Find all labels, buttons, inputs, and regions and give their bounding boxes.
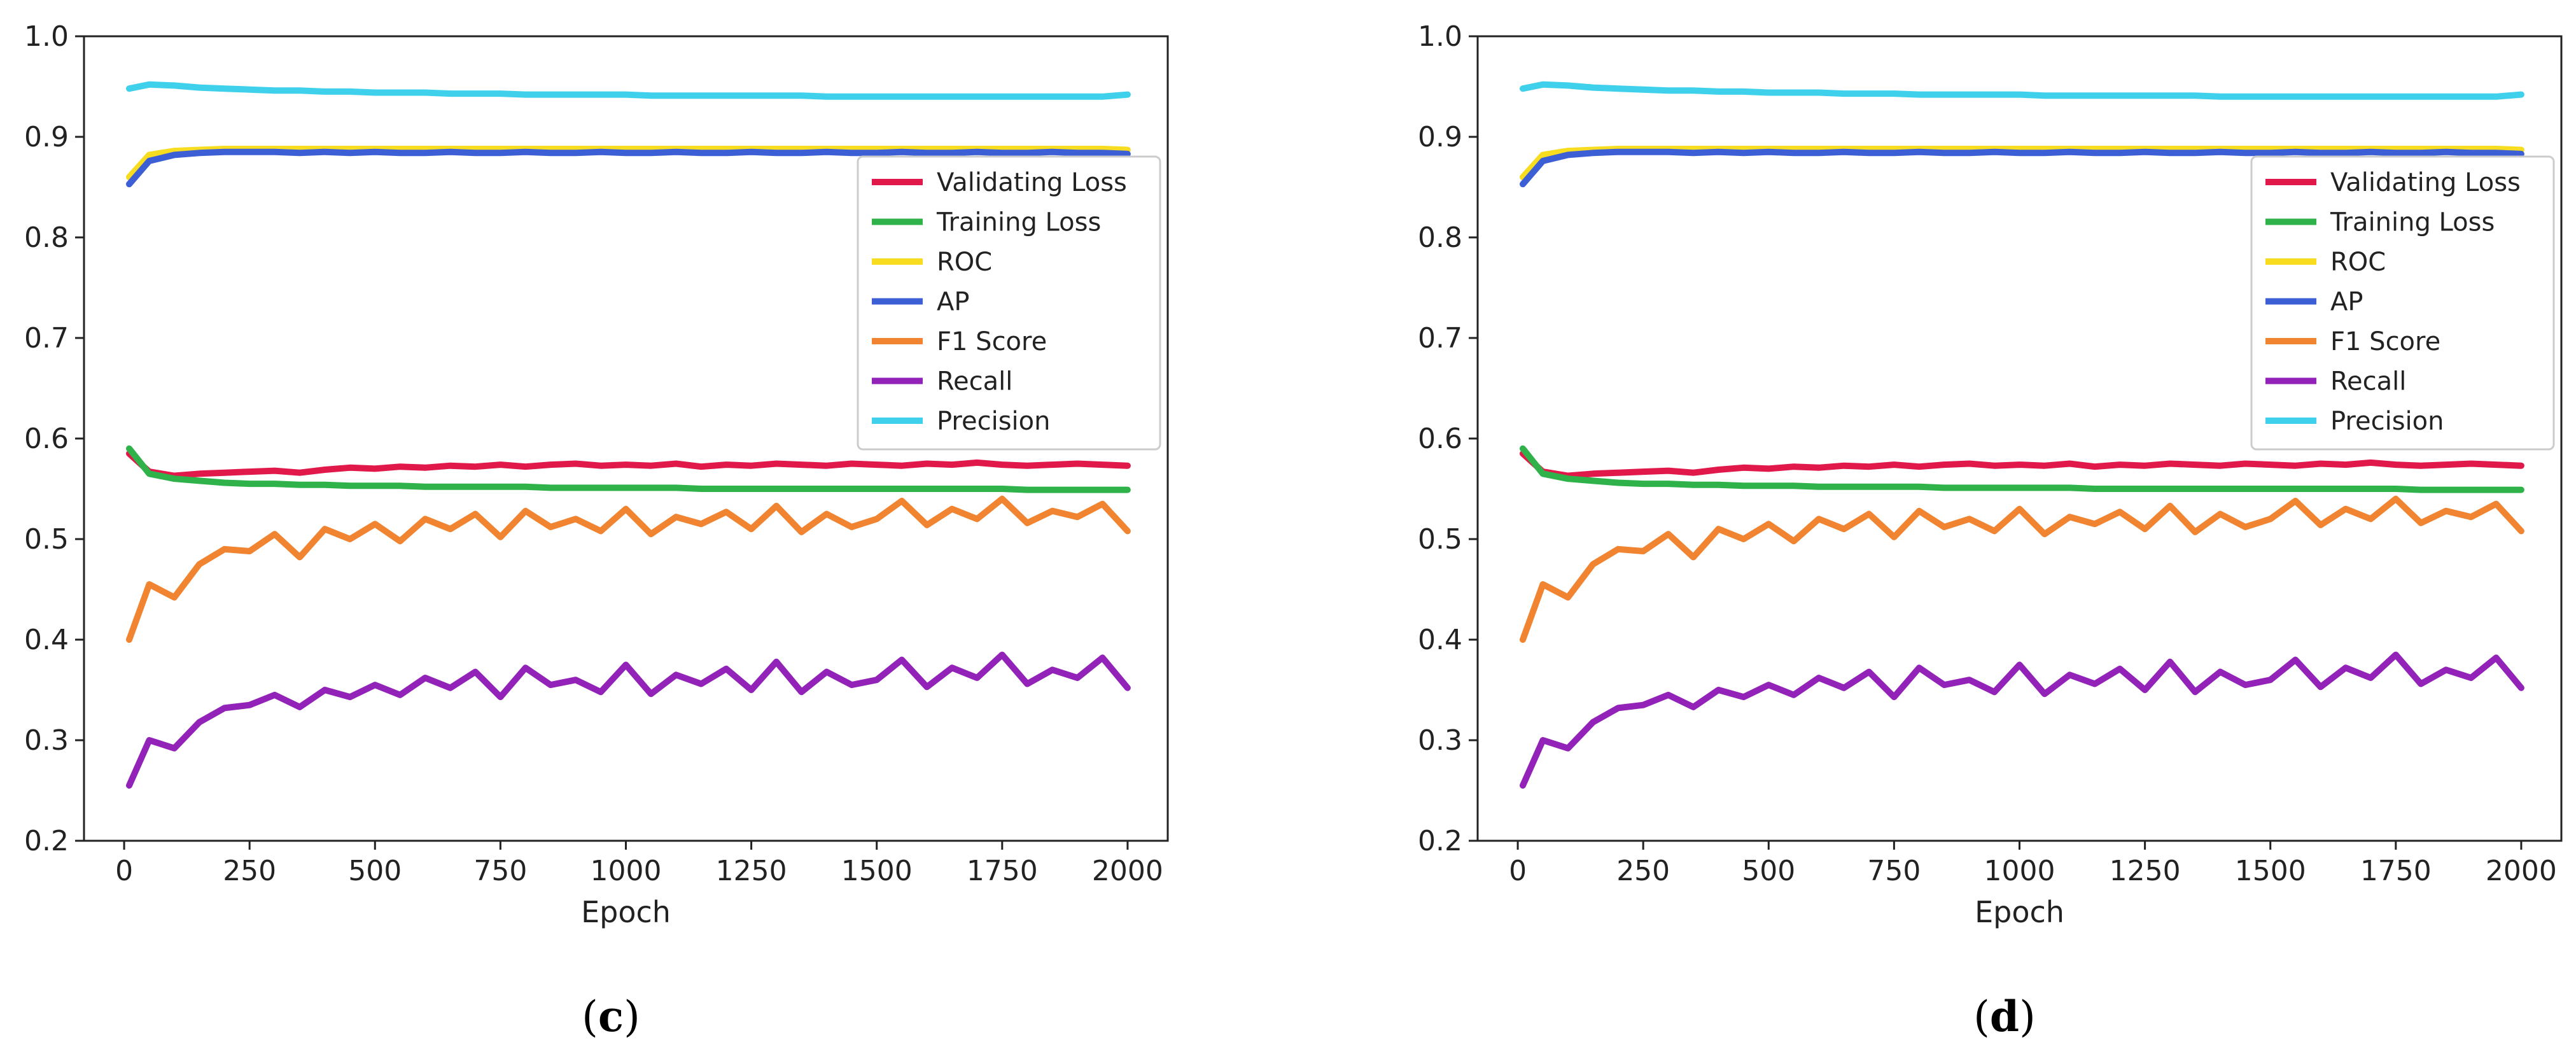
- legend-entry-label: F1 Score: [937, 327, 1047, 356]
- y-tick-label: 0.9: [1418, 121, 1462, 153]
- series-line-roc: [1520, 146, 2524, 181]
- chart-panel-c: 0 250 500 750 1000 1250 1500 1750 2000 0.2 0.3 0.4 0…: [24, 20, 1169, 1041]
- legend-box: [2250, 155, 2555, 451]
- y-tick-label: 0.3: [24, 724, 69, 757]
- legend-entry-label: Precision: [2330, 407, 2444, 436]
- series-line-validating-loss: [126, 450, 1131, 479]
- legend-entry-label: ROC: [937, 248, 992, 277]
- legend-entry-label: F1 Score: [2330, 327, 2440, 356]
- y-tick-label: 0.7: [24, 322, 69, 355]
- series-line-recall: [126, 651, 1131, 789]
- legend-entry-label: Training Loss: [936, 208, 1101, 237]
- series-line-f1-score: [126, 495, 1131, 643]
- y-tick-label: 0.8: [24, 221, 69, 254]
- legend-entry-label: AP: [937, 288, 969, 317]
- series-line-roc: [126, 146, 1131, 181]
- x-tick-label: 250: [223, 855, 276, 887]
- x-tick-label: 1250: [2110, 855, 2181, 887]
- legend-box: [857, 155, 1161, 451]
- x-tick-label: 500: [1742, 855, 1795, 887]
- y-tick-label: 0.4: [1418, 624, 1462, 656]
- x-tick-label: 1750: [2360, 855, 2432, 887]
- y-tick-label: 0.2: [24, 825, 69, 857]
- x-tick-label: 250: [1616, 855, 1670, 887]
- x-axis-label: Epoch: [1975, 895, 2064, 929]
- x-tick-label: 1250: [716, 855, 787, 887]
- x-tick-label: 0: [115, 855, 133, 887]
- y-tick-label: 0.6: [1418, 423, 1462, 455]
- legend-entry-label: ROC: [2330, 248, 2386, 277]
- series-line-ap: [1520, 148, 2524, 188]
- panel-caption: (d): [1973, 992, 2036, 1041]
- series-line-validating-loss: [1520, 450, 2524, 479]
- x-tick-label: 750: [1867, 855, 1921, 887]
- x-tick-label: 1750: [967, 855, 1038, 887]
- x-tick-label: 500: [348, 855, 402, 887]
- x-tick-label: 1500: [2235, 855, 2306, 887]
- y-tick-label: 0.9: [24, 121, 69, 153]
- y-tick-label: 1.0: [24, 20, 69, 53]
- y-tick-label: 1.0: [1418, 20, 1462, 53]
- y-tick-label: 0.6: [24, 423, 69, 455]
- y-tick-label: 0.7: [1418, 322, 1462, 355]
- series-line-training-loss: [1520, 445, 2524, 493]
- legend-entry-label: Recall: [2330, 367, 2406, 397]
- legend-entry-label: Precision: [937, 407, 1050, 436]
- series-line-ap: [126, 148, 1131, 188]
- y-tick-label: 0.2: [1418, 825, 1462, 857]
- x-tick-label: 1000: [1984, 855, 2055, 887]
- y-tick-label: 0.3: [1418, 724, 1462, 757]
- legend-entry-label: Validating Loss: [937, 168, 1127, 197]
- legend-entry-label: Training Loss: [2330, 208, 2495, 237]
- y-tick-label: 0.5: [24, 523, 69, 556]
- legend-entry-label: AP: [2330, 288, 2363, 317]
- x-tick-label: 2000: [2486, 855, 2557, 887]
- x-tick-label: 1500: [841, 855, 913, 887]
- legend-entry-label: Recall: [937, 367, 1012, 397]
- series-line-f1-score: [1520, 495, 2524, 643]
- legend-entry-label: Validating Loss: [2330, 168, 2521, 197]
- panel-caption: (c): [582, 992, 640, 1041]
- series-line-precision: [1520, 81, 2524, 100]
- y-tick-label: 0.4: [24, 624, 69, 656]
- series-line-precision: [126, 81, 1131, 100]
- x-tick-label: 0: [1509, 855, 1527, 887]
- x-tick-label: 2000: [1092, 855, 1163, 887]
- chart-panel-d: 0 250 500 750 1000 1250 1500 1750 2000 0.2 0.3 0.4 0…: [1418, 20, 2563, 1041]
- y-tick-label: 0.5: [1418, 523, 1462, 556]
- x-tick-label: 1000: [591, 855, 662, 887]
- x-axis-label: Epoch: [581, 895, 671, 929]
- x-tick-label: 750: [473, 855, 527, 887]
- series-line-recall: [1520, 651, 2524, 789]
- y-tick-label: 0.8: [1418, 221, 1462, 254]
- series-line-training-loss: [126, 445, 1131, 493]
